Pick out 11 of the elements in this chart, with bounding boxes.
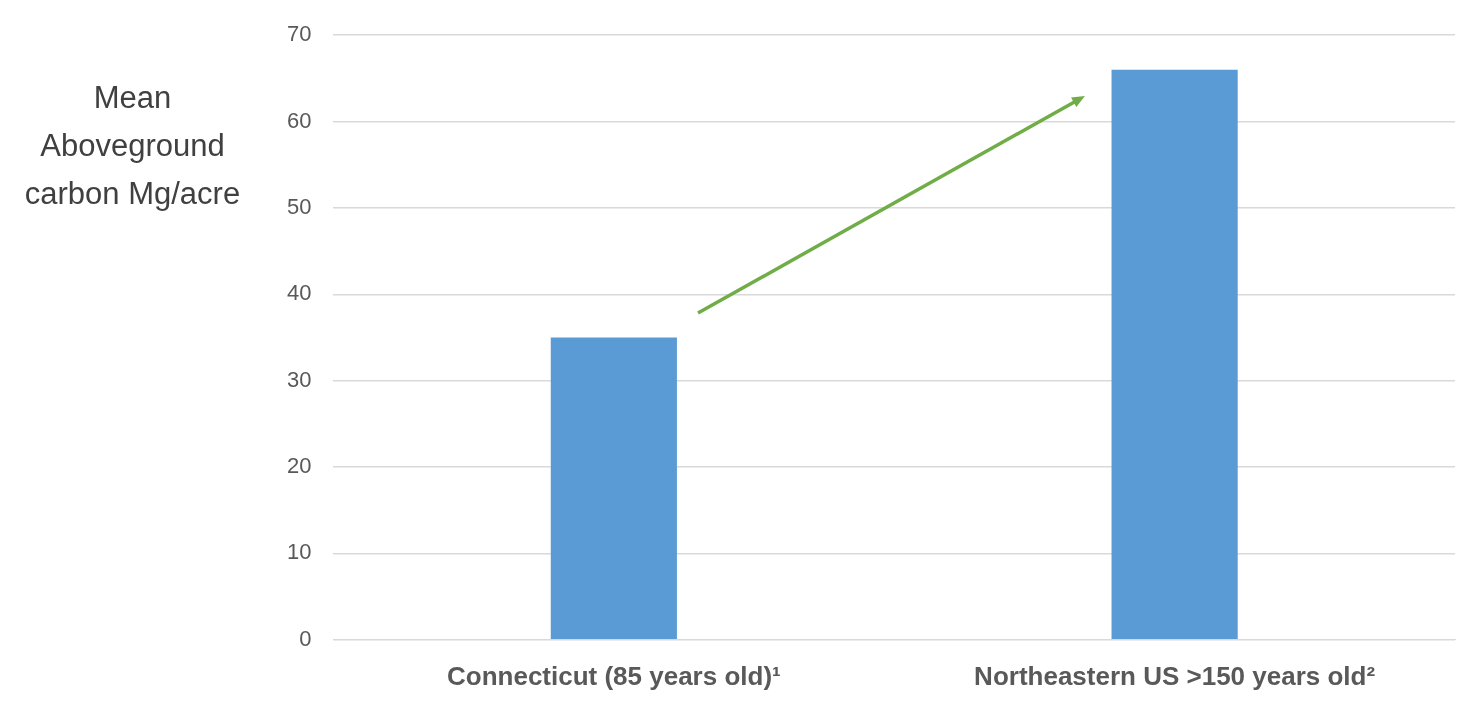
y-tick-label: 10: [286, 539, 312, 565]
x-tick-label: Connecticut (85 years old)¹: [446, 660, 781, 691]
y-tick-label: 70: [286, 21, 312, 47]
y-axis-title: Mean Aboveground carbon Mg/acre: [23, 79, 242, 213]
y-tick-label: 0: [299, 625, 312, 651]
y-tick-label: 50: [286, 194, 312, 220]
y-tick-label: 20: [286, 453, 312, 479]
y-tick-label: 40: [286, 280, 312, 306]
x-tick-label: Northeastern US >150 years old²: [974, 660, 1376, 691]
y-tick-label: 60: [286, 107, 312, 133]
y-tick-label: 30: [286, 366, 312, 392]
